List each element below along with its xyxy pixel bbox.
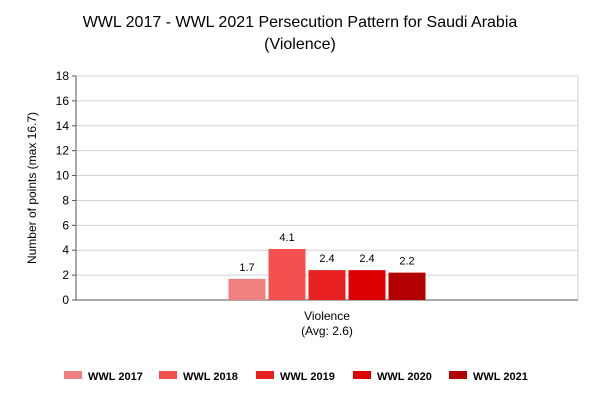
data-label: 4.1 — [279, 232, 294, 244]
bar-wwl-2018 — [268, 248, 306, 300]
y-tick-label: 18 — [56, 69, 70, 83]
y-tick-label: 10 — [56, 169, 70, 183]
y-tick-label: 0 — [62, 293, 69, 307]
y-axis-label: Number of points (max 16.7) — [25, 112, 39, 264]
legend-swatch — [159, 371, 177, 379]
legend-label: WWL 2018 — [183, 371, 238, 383]
y-tick-label: 16 — [56, 94, 70, 108]
legend-label: WWL 2021 — [473, 371, 528, 383]
chart-title-line-2: (Violence) — [264, 36, 336, 53]
chart-title-line-1: WWL 2017 - WWL 2021 Persecution Pattern … — [83, 14, 518, 31]
bar-wwl-2017 — [228, 278, 266, 300]
y-tick-label: 4 — [62, 243, 69, 257]
x-category-label: Violence — [304, 309, 350, 323]
y-tick-label: 14 — [56, 119, 70, 133]
legend-swatch — [256, 371, 274, 379]
y-tick-label: 2 — [62, 268, 69, 282]
legend-swatch — [353, 371, 371, 379]
data-label: 2.2 — [399, 256, 414, 268]
legend: WWL 2017 WWL 2018 WWL 2019 WWL 2020 WWL 2021 — [64, 371, 528, 383]
legend-swatch — [64, 371, 82, 379]
data-label: 1.7 — [239, 262, 254, 274]
y-tick-labels: 0 2 4 6 8 10 12 14 16 18 — [56, 69, 70, 307]
gridlines — [72, 75, 579, 301]
legend-swatch — [449, 371, 467, 379]
data-label: 2.4 — [359, 253, 374, 265]
data-label: 2.4 — [319, 253, 334, 265]
legend-label: WWL 2020 — [377, 371, 432, 383]
bar-wwl-2020 — [348, 270, 386, 300]
y-tick-label: 6 — [62, 218, 69, 232]
bars — [228, 248, 426, 300]
legend-label: WWL 2017 — [88, 371, 143, 383]
y-tick-label: 8 — [62, 193, 69, 207]
bar-wwl-2019 — [308, 270, 346, 300]
data-labels: 1.7 4.1 2.4 2.4 2.2 — [239, 232, 414, 274]
bar-wwl-2021 — [388, 272, 426, 300]
y-tick-label: 12 — [56, 144, 70, 158]
x-category-sublabel: (Avg: 2.6) — [301, 324, 353, 338]
legend-label: WWL 2019 — [280, 371, 335, 383]
